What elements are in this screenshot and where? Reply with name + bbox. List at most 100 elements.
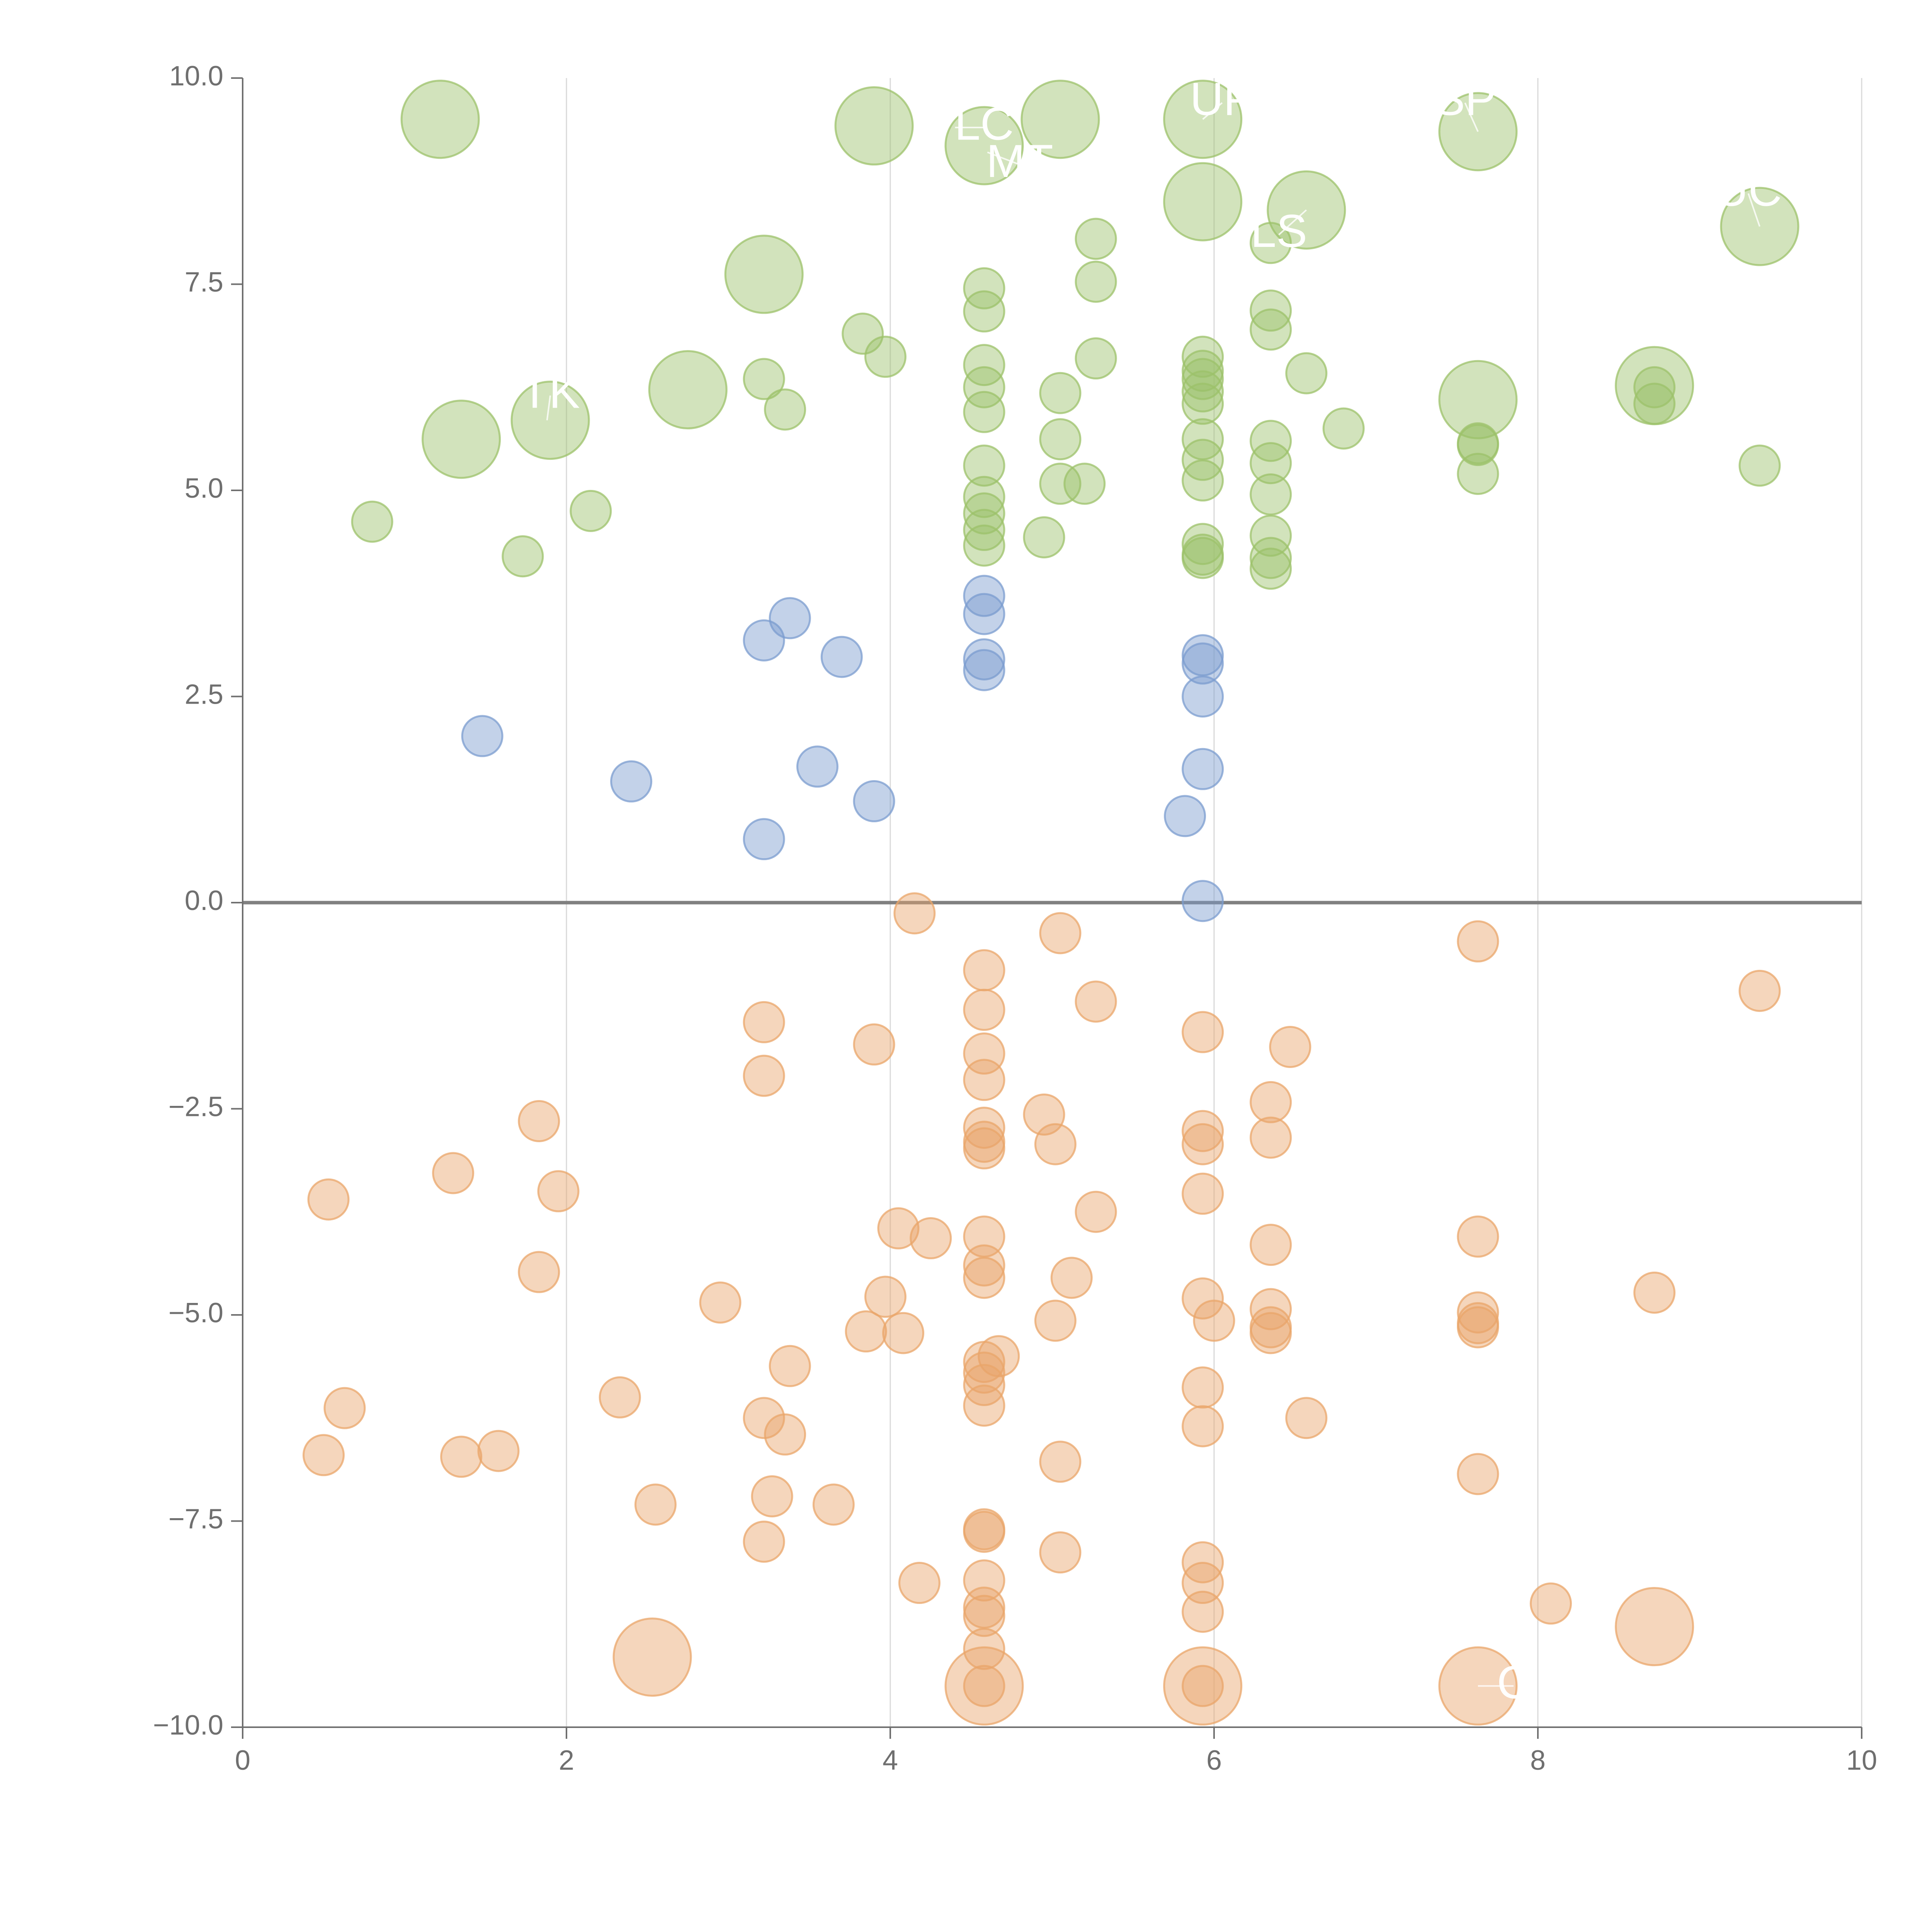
data-point (1039, 463, 1082, 505)
data-point (1075, 980, 1117, 1023)
point-label: C (1497, 1656, 1531, 1708)
data-point (1039, 372, 1082, 414)
data-point (1438, 360, 1518, 439)
data-point (845, 1310, 887, 1353)
point-label: LC (954, 98, 1014, 150)
data-point (1020, 80, 1100, 159)
axis-layer: −10.0 −7.5 −5.0 −2.5 0.0 2.5 5.0 7.5 10.0 0 2 4 6 8 10 (153, 61, 1877, 1776)
data-point (898, 1562, 940, 1604)
data-point (518, 1100, 560, 1143)
data-point (910, 1217, 952, 1260)
data-point (1034, 1299, 1077, 1342)
point-label: UC (1715, 164, 1782, 216)
x-tick-label: 0 (235, 1745, 250, 1776)
data-point (1530, 1582, 1572, 1625)
data-point (1633, 366, 1676, 408)
annotation-leader (1747, 193, 1760, 227)
data-point (877, 1207, 920, 1250)
data-point (963, 1384, 1005, 1427)
y-tick-label: −5.0 (168, 1298, 223, 1328)
data-point (1250, 420, 1292, 462)
data-point (842, 313, 884, 355)
data-point (944, 106, 1024, 185)
data-point (743, 1001, 785, 1043)
data-point (1182, 335, 1224, 378)
data-point (1250, 308, 1292, 351)
data-point (864, 335, 906, 378)
data-point (963, 444, 1005, 487)
data-point (1182, 748, 1224, 790)
data-point (1182, 370, 1224, 413)
data-point (1250, 514, 1292, 557)
data-point (1457, 1306, 1499, 1349)
data-point (1269, 1026, 1311, 1068)
data-point (1182, 459, 1224, 502)
annotation-leader (1464, 102, 1479, 132)
data-point (963, 267, 1005, 310)
y-tick-label: −10.0 (153, 1710, 223, 1741)
data-point (1250, 1081, 1292, 1123)
point-label: MT (986, 135, 1053, 187)
annotation-leader (546, 395, 551, 420)
data-point (432, 1152, 474, 1194)
data-point (1039, 1531, 1082, 1574)
data-point (648, 350, 728, 430)
annotation-leader (987, 151, 1020, 165)
data-point (743, 1054, 785, 1097)
data-point (944, 1646, 1024, 1726)
data-point (963, 366, 1005, 408)
y-tick-label: 7.5 (185, 267, 223, 298)
data-point (963, 290, 1005, 333)
data-point (1250, 548, 1292, 590)
data-point (1182, 1172, 1224, 1215)
data-point (1457, 424, 1499, 466)
data-point (323, 1387, 366, 1429)
data-point (882, 1312, 925, 1354)
data-point (1285, 352, 1328, 395)
data-point (853, 780, 895, 823)
data-point (303, 1434, 345, 1476)
data-point (1182, 1405, 1224, 1447)
data-point (1039, 1440, 1082, 1483)
data-point (599, 1376, 641, 1418)
data-point (1250, 1116, 1292, 1159)
data-point (834, 86, 914, 166)
data-point (502, 535, 544, 578)
data-point (699, 1281, 742, 1324)
data-point (1075, 260, 1117, 303)
annotation-leader (1278, 209, 1307, 235)
data-point (796, 745, 838, 788)
data-point (751, 1475, 793, 1517)
data-point (1075, 1190, 1117, 1233)
annotation-leader (1202, 102, 1223, 120)
data-point (440, 1435, 483, 1478)
point-label: SP (1434, 73, 1496, 125)
data-point (769, 1345, 811, 1387)
data-point (1182, 1590, 1224, 1633)
data-point (963, 524, 1005, 567)
data-point (1633, 383, 1676, 425)
data-point (422, 400, 501, 479)
data-point (963, 1665, 1005, 1707)
data-point (1250, 537, 1292, 579)
series-mid (461, 575, 1224, 922)
data-point (1163, 1646, 1243, 1726)
data-point (634, 1483, 677, 1526)
data-point (1075, 218, 1117, 260)
point-label: TK (520, 366, 580, 418)
data-point (1164, 795, 1206, 837)
data-point (1182, 1123, 1224, 1165)
data-point (963, 1595, 1005, 1637)
series-layer (303, 80, 1799, 1726)
data-point (864, 1276, 906, 1318)
data-point (400, 80, 480, 159)
data-point (1039, 912, 1082, 954)
y-tick-label: 0.0 (185, 885, 223, 916)
data-point (1182, 1562, 1224, 1604)
data-point (461, 715, 503, 757)
data-point (963, 391, 1005, 433)
data-point (1250, 1288, 1292, 1330)
point-label: UP (1190, 73, 1255, 125)
data-point (1738, 444, 1781, 487)
y-tick-label: −7.5 (168, 1504, 223, 1535)
